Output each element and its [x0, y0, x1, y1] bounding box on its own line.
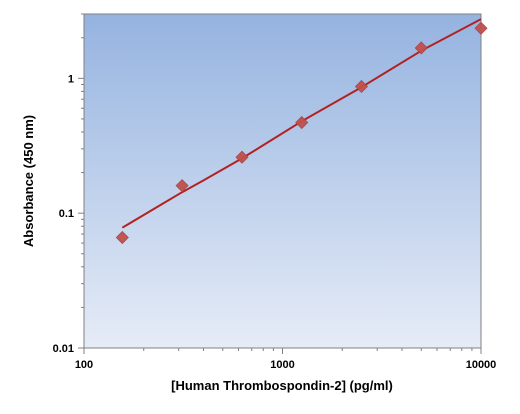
data-point-diamond — [115, 230, 129, 245]
data-point-diamond — [295, 115, 309, 130]
x-tick-label: 10000 — [466, 359, 497, 371]
data-point-diamond — [354, 79, 369, 94]
x-tick-label: 100 — [75, 359, 93, 371]
data-point-diamond — [474, 21, 488, 35]
data-point-diamond — [175, 179, 189, 193]
axes: 100 1000 10000 0.01 0.1 1 — [53, 13, 497, 371]
x-axis-title: [Human Thrombospondin-2] (pg/ml) — [171, 378, 393, 393]
y-tick-label: 0.1 — [59, 208, 74, 220]
data-points-layer — [115, 21, 488, 245]
y-tick-label: 1 — [68, 73, 74, 85]
plot-area — [83, 13, 482, 349]
data-point-diamond — [414, 41, 428, 55]
y-tick-label: 0.01 — [53, 343, 74, 355]
data-point-diamond — [235, 150, 249, 164]
x-tick-label: 1000 — [270, 359, 294, 371]
y-axis-title: Absorbance (450 nm) — [21, 115, 36, 247]
